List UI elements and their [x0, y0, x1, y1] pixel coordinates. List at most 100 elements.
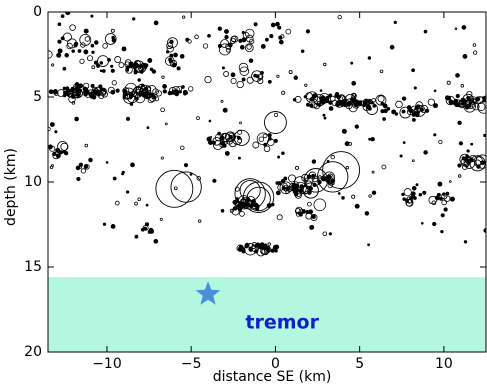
earthquake-point: [146, 126, 150, 130]
earthquake-point: [241, 247, 246, 252]
earthquake-point: [135, 64, 144, 74]
earthquake-point: [173, 52, 178, 58]
earthquake-point: [66, 42, 73, 50]
large-event-circle: [303, 168, 329, 193]
earthquake-point: [352, 98, 357, 103]
earthquake-point: [463, 240, 468, 244]
earthquake-point: [98, 93, 105, 100]
earthquake-point: [69, 24, 76, 31]
earthquake-point: [317, 103, 322, 107]
axes: −10 −5 0 5 10 0 5 10 15 20: [24, 4, 487, 372]
earthquake-point: [433, 89, 437, 93]
earthquake-point: [267, 79, 272, 84]
y-tick-label: 15: [24, 259, 42, 275]
earthquake-point: [433, 133, 437, 137]
earthquake-point: [458, 141, 464, 146]
earthquake-point: [253, 202, 259, 208]
earthquake-point: [294, 95, 302, 103]
earthquake-point: [403, 188, 412, 197]
earthquake-point: [241, 31, 245, 35]
earthquake-point: [162, 89, 167, 94]
earthquake-point: [413, 86, 417, 90]
earthquake-point: [441, 199, 448, 206]
x-tick-label: 5: [355, 356, 364, 372]
earthquake-point: [276, 74, 280, 78]
earthquake-point: [231, 35, 239, 43]
large-event-circle: [246, 186, 271, 212]
earthquake-point: [24, 23, 27, 26]
earthquake-point: [237, 206, 243, 211]
earthquake-point: [253, 73, 258, 78]
earthquake-point: [345, 166, 349, 170]
earthquake-point: [393, 20, 397, 25]
earthquake-point: [351, 80, 357, 86]
earthquake-point: [391, 109, 397, 115]
earthquake-point: [312, 93, 318, 99]
earthquake-point: [133, 60, 141, 67]
earthquake-point: [341, 128, 347, 134]
earthquake-point: [455, 73, 460, 78]
earthquake-point: [277, 25, 282, 30]
earthquake-point: [78, 165, 83, 169]
earthquake-point: [337, 192, 341, 195]
earthquake-point: [107, 86, 115, 94]
earthquake-point: [395, 100, 403, 109]
earthquake-point: [294, 165, 300, 170]
earthquake-point: [402, 197, 406, 201]
earthquake-point: [110, 28, 115, 33]
earthquake-point: [307, 201, 312, 207]
earthquake-point: [222, 107, 228, 113]
earthquake-point: [251, 244, 256, 249]
earthquake-point: [239, 66, 250, 76]
earthquake-point: [401, 109, 406, 114]
earthquake-point: [267, 242, 271, 246]
earthquake-point: [223, 71, 230, 77]
earthquake-point: [444, 95, 450, 101]
earthquake-point: [172, 62, 177, 68]
earthquake-point: [169, 53, 174, 58]
earthquake-point: [364, 211, 370, 216]
earthquake-point: [143, 226, 148, 231]
tremor-zone: [48, 277, 486, 352]
earthquake-point: [239, 211, 245, 217]
earthquake-point: [48, 89, 54, 95]
earthquake-point: [298, 212, 303, 217]
earthquake-point: [164, 122, 168, 126]
earthquake-point: [147, 230, 152, 234]
earthquake-point: [277, 155, 281, 159]
earthquake-point: [112, 176, 117, 181]
earthquake-point: [472, 43, 477, 47]
earthquake-point: [166, 42, 174, 50]
earthquake-point: [293, 192, 299, 197]
earthquake-point: [366, 103, 378, 115]
earthquake-point: [337, 14, 342, 20]
x-tick-label: 0: [271, 356, 280, 372]
earthquake-point: [482, 98, 486, 103]
earthquake-point: [246, 76, 254, 84]
earthquake-point: [237, 156, 241, 160]
earthquake-point: [252, 141, 260, 149]
earthquake-point: [239, 121, 242, 125]
earthquake-point: [90, 14, 94, 18]
earthquake-point: [446, 80, 451, 85]
earthquake-point: [415, 183, 419, 187]
earthquake-point: [372, 104, 376, 108]
earthquake-point: [99, 61, 104, 65]
earthquake-point: [340, 104, 344, 108]
earthquake-point: [368, 137, 372, 141]
earthquake-point: [178, 90, 182, 94]
earthquake-point: [370, 137, 375, 142]
large-event-circle: [239, 179, 261, 202]
earthquake-point: [262, 133, 268, 139]
earthquake-point: [93, 60, 99, 65]
earthquake-point: [114, 56, 122, 63]
earthquake-point: [212, 137, 221, 146]
earthquake-point: [269, 34, 274, 39]
earthquake-point: [219, 141, 226, 148]
earthquake-point: [224, 34, 229, 40]
earthquake-point: [305, 180, 313, 187]
earthquake-point: [231, 207, 240, 216]
earthquake-point: [455, 93, 460, 99]
earthquake-point: [328, 106, 334, 111]
earthquake-point: [330, 154, 335, 160]
